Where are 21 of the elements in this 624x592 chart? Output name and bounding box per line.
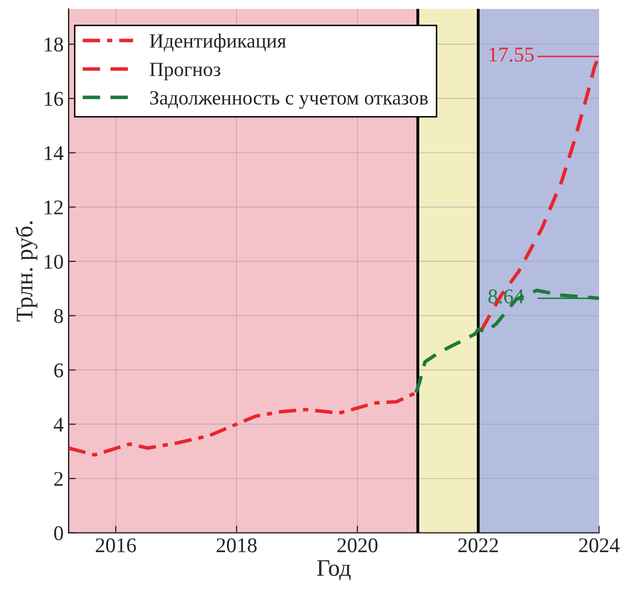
- x-tick-label: 2016: [96, 538, 136, 552]
- x-tick-label: 2022: [458, 538, 498, 552]
- y-tick-label: 12: [44, 200, 63, 214]
- legend-label: Прогноз: [150, 62, 220, 80]
- y-tick-label: 6: [54, 363, 64, 378]
- x-tick-label: 2020: [337, 538, 378, 552]
- legend-label: Задолженность с учетом отказов: [150, 91, 428, 109]
- y-tick-label: 8: [54, 309, 63, 324]
- y-tick-label: 10: [44, 254, 63, 269]
- y-tick-label: 16: [44, 92, 64, 106]
- y-tick-label: 2: [54, 472, 63, 486]
- y-tick-label: 0: [54, 526, 63, 540]
- legend-label: Идентификация: [150, 34, 286, 52]
- y-tick-label: 18: [44, 38, 63, 52]
- x-axis-title: Год: [317, 560, 351, 580]
- y-tick-label: 14: [44, 146, 64, 160]
- x-tick-label: 2024: [579, 538, 620, 552]
- y-tick-label: 4: [54, 418, 64, 432]
- x-tick-label: 2018: [216, 538, 257, 552]
- y-axis-title: Трлн. руб.: [15, 221, 38, 322]
- ref-line-label: 17.55: [489, 48, 534, 62]
